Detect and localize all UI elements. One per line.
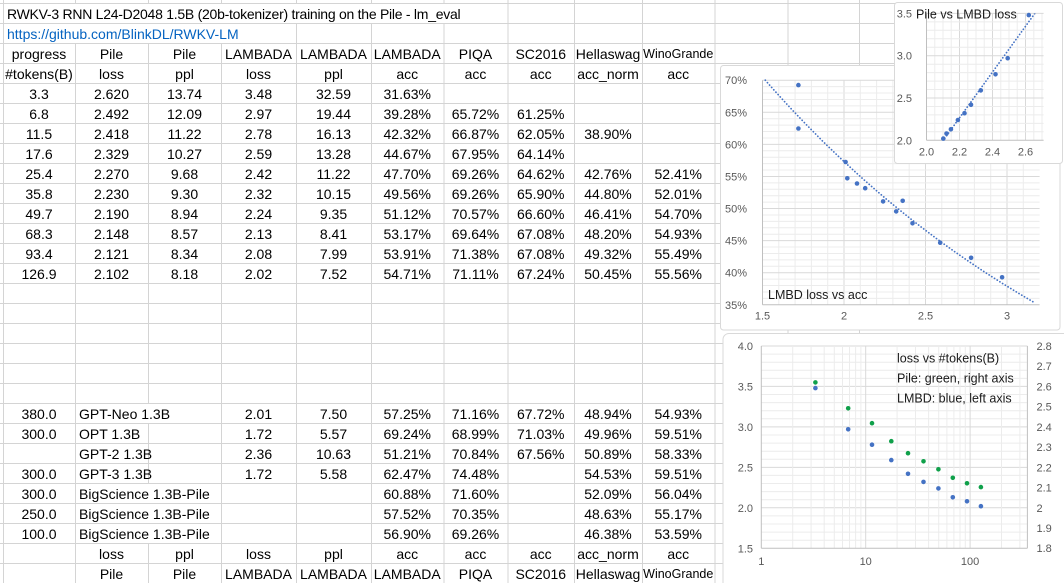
svg-text:4.0: 4.0 <box>738 341 753 353</box>
svg-text:LMBD: blue, left axis: LMBD: blue, left axis <box>897 392 1012 406</box>
svg-text:2.0: 2.0 <box>919 147 934 159</box>
svg-text:1.5: 1.5 <box>738 543 753 555</box>
svg-text:2.5: 2.5 <box>897 93 912 105</box>
svg-text:Pile vs LMBD loss: Pile vs LMBD loss <box>916 8 1017 22</box>
svg-text:Pile: green, right axis: Pile: green, right axis <box>897 372 1014 386</box>
svg-text:2.6: 2.6 <box>1037 381 1052 393</box>
svg-text:3.5: 3.5 <box>897 8 912 20</box>
svg-text:2.8: 2.8 <box>1037 341 1052 353</box>
svg-text:2.2: 2.2 <box>952 147 967 159</box>
svg-text:loss vs #tokens(B): loss vs #tokens(B) <box>897 352 999 366</box>
svg-text:2: 2 <box>1037 503 1043 515</box>
svg-text:2.5: 2.5 <box>1037 402 1052 414</box>
svg-text:2.0: 2.0 <box>897 135 912 147</box>
svg-text:50%: 50% <box>725 204 747 216</box>
svg-text:100: 100 <box>961 556 979 568</box>
svg-text:45%: 45% <box>725 236 747 248</box>
svg-text:3.0: 3.0 <box>897 51 912 63</box>
svg-text:55%: 55% <box>725 171 747 183</box>
svg-text:2.7: 2.7 <box>1037 361 1052 373</box>
svg-text:1.9: 1.9 <box>1037 523 1052 535</box>
svg-text:2.4: 2.4 <box>1037 422 1052 434</box>
svg-text:2.0: 2.0 <box>738 503 753 515</box>
svg-text:1: 1 <box>758 556 764 568</box>
svg-text:2.6: 2.6 <box>1018 147 1033 159</box>
svg-text:LMBD loss vs acc: LMBD loss vs acc <box>768 288 867 302</box>
svg-text:2.2: 2.2 <box>1037 462 1052 474</box>
svg-text:2.1: 2.1 <box>1037 483 1052 495</box>
svg-text:2.3: 2.3 <box>1037 442 1052 454</box>
svg-text:3: 3 <box>1004 311 1010 323</box>
svg-text:2: 2 <box>841 311 847 323</box>
svg-text:2.5: 2.5 <box>738 462 753 474</box>
svg-text:40%: 40% <box>725 268 747 280</box>
svg-text:3.0: 3.0 <box>738 422 753 434</box>
svg-text:70%: 70% <box>725 75 747 87</box>
svg-text:2.5: 2.5 <box>918 311 933 323</box>
svg-text:60%: 60% <box>725 139 747 151</box>
svg-text:2.4: 2.4 <box>985 147 1000 159</box>
svg-text:3.5: 3.5 <box>738 381 753 393</box>
svg-text:1.8: 1.8 <box>1037 543 1052 555</box>
svg-text:35%: 35% <box>725 300 747 312</box>
svg-text:65%: 65% <box>725 107 747 119</box>
svg-text:1.5: 1.5 <box>755 311 770 323</box>
svg-text:10: 10 <box>860 556 872 568</box>
